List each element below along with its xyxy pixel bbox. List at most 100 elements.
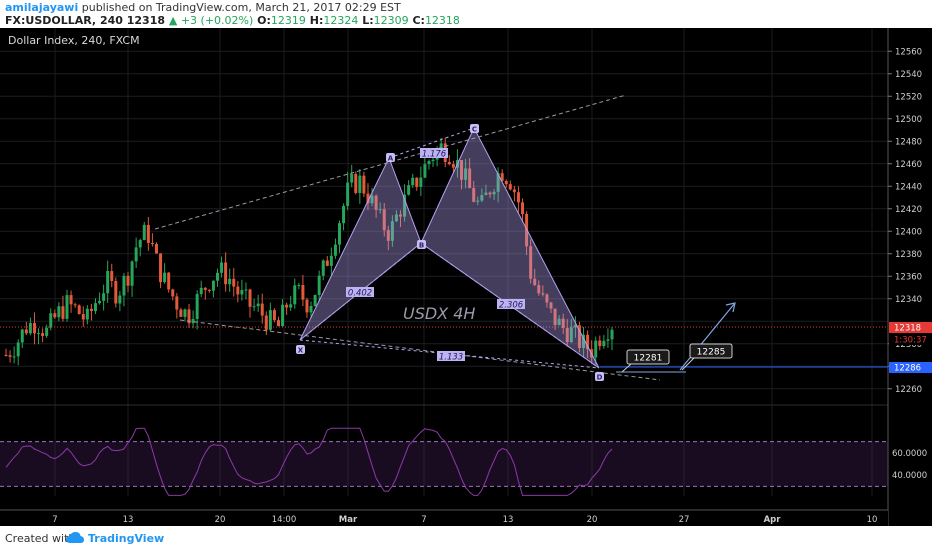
callout-label: 12281 [634,354,663,364]
time-tick-label: 20 [215,515,226,525]
candle-body [276,320,280,327]
candle-body [378,209,382,211]
candle-body [12,356,16,358]
candle-body [561,318,565,328]
candle-body [110,271,114,282]
candle-body [159,253,163,283]
candle-body [557,318,561,326]
harmonic-pattern[interactable]: X A B C D 0.402 1.176 2.306 1.133 12281 12285 [296,124,736,382]
candle-body [516,192,520,203]
level-label: 12286 [894,364,921,374]
candle-body [606,339,610,341]
watermark-label: USDX 4H [403,304,475,323]
time-tick-label: 7 [52,515,57,525]
candle-body [191,318,195,324]
candle-body [537,285,541,294]
candle-body [175,296,179,310]
time-tick-label: 14:00 [272,515,297,525]
callout-box [626,349,670,365]
candle-body [386,230,390,241]
footer: Created with TradingView [0,526,932,550]
candle-body [488,192,492,195]
candle-body [207,289,211,291]
price-tick-label: 12480 [895,137,922,147]
candle-body [362,175,366,194]
candle-body [199,287,203,295]
candle-body [81,314,85,320]
candle-body [512,189,516,193]
time-tick-label: 13 [503,515,514,525]
candle-body [374,195,378,210]
candle-body [447,162,451,165]
candle-body [57,306,61,318]
candle-body [163,272,167,283]
candle-body [93,303,97,312]
candle-body [69,295,73,305]
point-label-bg [386,153,395,162]
candle-body [187,309,191,324]
projection-arrow-head [725,302,736,313]
candle-body [49,313,53,328]
rsi-tick-label: 40.0000 [892,471,927,481]
chart-title: Dollar Index, 240, FXCM [8,34,140,47]
candle-body [508,184,512,190]
candle-body [602,340,606,347]
price-tick-label: 12540 [895,70,922,80]
candle-body [285,304,289,308]
low-label: L: [362,14,374,27]
price-chart[interactable]: X A B C D 0.402 1.176 2.306 1.133 12281 12285 1256… [0,28,932,526]
candle-body [594,340,598,358]
pattern-xb [299,242,422,341]
author-link[interactable]: amilajayawi [5,1,79,14]
upper-trendline [154,94,627,230]
candle-body [529,246,533,279]
candle-body [268,310,272,330]
candle-body [419,177,423,187]
ratio-label: 1.133 [439,353,463,363]
chart-background [0,28,932,526]
candle-body [472,188,476,202]
candle-body [541,293,545,295]
candle-body [569,327,573,343]
candle-body [338,223,342,245]
point-label-bg [595,372,604,381]
price-tick-label: 12340 [895,295,922,305]
candle-body [586,334,590,350]
time-tick-label: 7 [421,515,426,525]
last-price: 12318 [126,14,166,27]
candle-body [476,200,480,202]
ratio-label: 1.176 [422,150,447,160]
price-tick-label: 12460 [895,160,922,170]
ratio-label: 2.306 [499,301,524,311]
candle-body [20,329,24,343]
candle-body [313,294,317,307]
level-badge [889,362,932,373]
current-price-badge [889,322,932,333]
candle-body [150,242,154,245]
candle-body [553,308,557,326]
candle-body [366,193,370,204]
time-tick-label: Mar [339,515,358,525]
candle-body [8,355,12,357]
candle-body [439,143,443,149]
lower-trendline [179,319,661,381]
price-tick-label: 12560 [895,47,922,57]
candle-body [496,173,500,192]
candle-body [309,306,313,313]
candle-body [118,295,122,304]
candle-body [305,299,309,313]
high-label: H: [309,14,324,27]
ratio-label: 0.402 [348,289,372,299]
candle-body [411,177,415,186]
trend-lines [0,94,888,381]
callout-pointer [621,363,632,373]
grid-lines [0,28,888,496]
candle-body [102,293,106,301]
open-value: 12319 [270,14,306,27]
candle-body [73,304,77,306]
price-tick-label: 12500 [895,115,922,125]
candle-body [179,309,183,317]
tradingview-logo-text[interactable]: TradingView [88,532,165,545]
candle-body [500,173,504,181]
high-value: 12324 [323,14,359,27]
